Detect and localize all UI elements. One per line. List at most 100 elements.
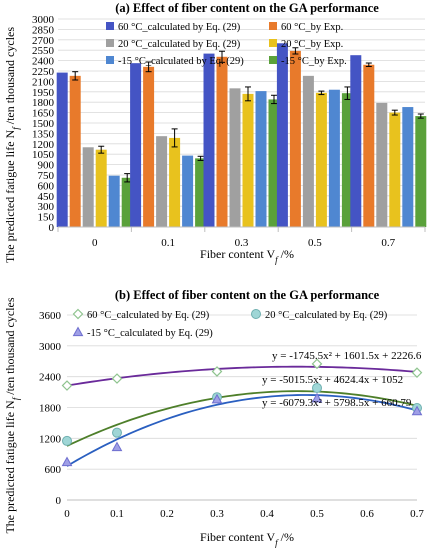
legend-marker [72,326,84,337]
bar [82,147,94,227]
bar [415,116,427,227]
y-tick-label: 1050 [32,149,55,161]
trendline [66,365,418,387]
data-point [61,380,73,391]
x-tick-label: 0.4 [260,508,274,520]
data-point [312,382,322,393]
data-point [211,366,223,377]
data-point [111,373,123,384]
x-tick-label: 0.7 [381,237,395,249]
trendline-equation: y = -6079.3x² + 5798.5x + 660.79 [262,397,412,409]
chart-a-title: (a) Effect of fiber content on the GA pe… [115,1,379,15]
bar [203,53,215,227]
chart-b-title: (b) Effect of fiber content on the GA pe… [115,288,380,302]
y-tick-label: 600 [45,464,62,476]
x-tick-label: 0 [64,508,70,520]
bar [195,158,207,227]
legend-entry: 60 °C_calculated by Eq. (29) [87,310,210,321]
y-tick-label: 750 [38,170,55,182]
bar [255,91,267,228]
x-tick-label: 0 [92,237,98,249]
data-point [61,456,73,467]
bar [121,177,133,227]
y-tick-label: 0 [56,495,62,507]
y-tick-label: 150 [38,212,55,224]
legend-swatch [269,22,277,30]
x-tick-label: 0.3 [235,237,249,249]
y-tick-label: 2400 [32,56,55,68]
legend-swatch [269,39,277,47]
y-tick-label: 3000 [32,14,55,26]
bar [402,107,414,227]
bar [229,88,241,227]
legend-swatch [269,56,277,64]
y-tick-label: 3600 [39,310,62,322]
bar [315,92,327,227]
legend-entry: 60 °C_calculated by Eq. (29) [118,22,241,33]
data-point [111,441,123,452]
y-tick-label: 1950 [32,87,55,99]
data-point [311,392,323,403]
x-tick-label: 0.1 [110,508,124,520]
bar [276,43,288,228]
bar [169,137,181,227]
y-tick-label: 1500 [32,118,55,130]
data-point [411,405,423,416]
y-tick-label: 300 [38,201,55,213]
bar [156,136,168,227]
x-tick-label: 0.6 [360,508,374,520]
y-tick-label: 2550 [32,45,55,57]
scatter-chart: (b) Effect of fiber content on the GA pe… [3,288,424,548]
bar [350,55,362,227]
legend-entry: 20 °C_calculated by Eq. (29) [118,39,241,50]
bar-chart: (a) Effect of fiber content on the GA pe… [3,1,427,265]
y-tick-label: 1200 [39,433,62,445]
legend-entry: 20 °C_by Exp. [281,39,343,50]
y-tick-label: 3000 [39,341,62,353]
x-tick-label: 0.5 [308,237,322,249]
bar [363,64,375,227]
bar [268,99,280,227]
y-tick-label: 1800 [39,403,62,415]
legend-swatch [106,22,114,30]
x-tick-label: 0.3 [210,508,224,520]
data-point [62,435,72,446]
y-tick-label: 2700 [32,35,55,47]
bar [95,149,107,227]
y-tick-label: 600 [38,180,55,192]
legend-swatch [106,56,114,64]
x-tick-label: 0.7 [410,508,424,520]
y-tick-label: 2250 [32,66,55,78]
bar [56,72,68,227]
y-tick-label: 900 [38,160,55,172]
x-tick-label: 0.1 [161,237,175,249]
y-tick-label: 2400 [39,372,62,384]
data-point [211,393,223,404]
chart-b-x-axis-title: Fiber content Vf /% [200,530,294,548]
bar [108,175,120,227]
data-point [112,427,122,438]
bar [216,56,228,227]
bar [69,75,81,227]
legend-marker [251,309,261,319]
legend-swatch [106,39,114,47]
trendline [66,394,418,467]
bar [389,112,401,227]
x-tick-label: 0.5 [310,508,324,520]
chart-b-y-axis-title: The predicted fatigue life Nf /ten thous… [3,297,21,533]
legend-entry: -15 °C_calculated by Eq. (29) [118,56,244,67]
bar [376,102,388,227]
chart-a-y-axis-title: The predicted fatigue life Nf /ten thous… [3,27,21,263]
legend-entry: 20 °C_calculated by Eq. (29) [265,310,388,321]
y-tick-label: 1350 [32,128,55,140]
bar [289,50,301,227]
y-tick-label: 1200 [32,139,55,151]
y-tick-label: 2850 [32,24,55,36]
bar [242,93,254,227]
y-tick-label: 1650 [32,108,55,120]
bar [302,75,314,227]
trendline-equation: y = -1745.5x² + 1601.5x + 2226.6 [272,350,422,362]
bar [182,155,194,227]
y-tick-label: 450 [38,191,55,203]
